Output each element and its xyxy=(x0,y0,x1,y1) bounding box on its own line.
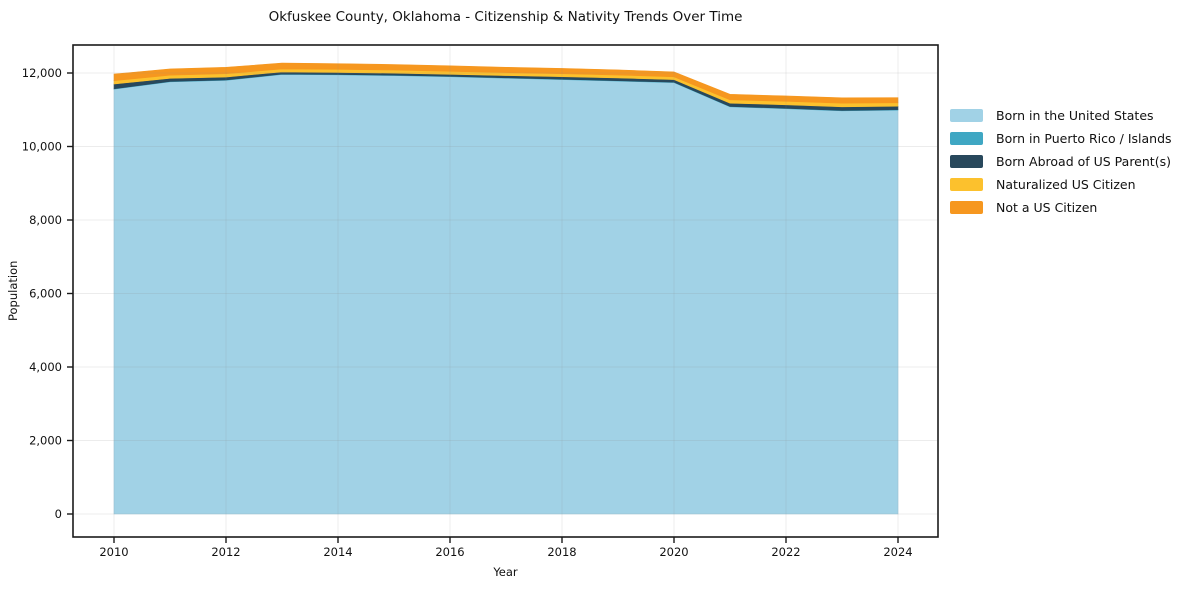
x-tick-label: 2024 xyxy=(883,545,912,559)
legend-swatch-born-us xyxy=(950,109,983,122)
area-series-0 xyxy=(113,74,899,515)
chart-title: Okfuskee County, Oklahoma - Citizenship … xyxy=(268,9,743,25)
y-tick-label: 6,000 xyxy=(29,287,62,301)
y-tick-label: 0 xyxy=(55,507,62,521)
legend-label: Born in the United States xyxy=(996,108,1154,123)
y-axis-label: Population xyxy=(6,260,20,322)
legend-swatch-born-abroad xyxy=(950,155,983,168)
legend-label: Not a US Citizen xyxy=(996,200,1098,215)
area-series-4 xyxy=(113,62,899,104)
legend-swatch-naturalized xyxy=(950,178,983,191)
legend: Born in the United States Born in Puerto… xyxy=(950,104,1172,219)
y-tick-label: 12,000 xyxy=(22,66,62,80)
legend-label: Born in Puerto Rico / Islands xyxy=(996,131,1172,146)
x-tick-label: 2016 xyxy=(435,545,464,559)
x-axis-label: Year xyxy=(493,565,518,579)
plot-border xyxy=(72,44,939,538)
legend-item: Born in Puerto Rico / Islands xyxy=(950,127,1172,150)
legend-item: Not a US Citizen xyxy=(950,196,1172,219)
y-tick-label: 8,000 xyxy=(29,213,62,227)
y-tick-label: 4,000 xyxy=(29,360,62,374)
legend-item: Born in the United States xyxy=(950,104,1172,127)
legend-label: Born Abroad of US Parent(s) xyxy=(996,154,1171,169)
x-tick-label: 2022 xyxy=(771,545,800,559)
x-tick-label: 2012 xyxy=(211,545,240,559)
y-tick-label: 10,000 xyxy=(22,140,62,154)
y-tick-label: 2,000 xyxy=(29,434,62,448)
legend-label: Naturalized US Citizen xyxy=(996,177,1136,192)
legend-item: Naturalized US Citizen xyxy=(950,173,1172,196)
legend-swatch-born-pr xyxy=(950,132,983,145)
x-tick-label: 2020 xyxy=(659,545,688,559)
x-tick-label: 2018 xyxy=(547,545,576,559)
legend-item: Born Abroad of US Parent(s) xyxy=(950,150,1172,173)
x-tick-label: 2014 xyxy=(323,545,352,559)
x-tick-label: 2010 xyxy=(99,545,128,559)
legend-swatch-not-citizen xyxy=(950,201,983,214)
